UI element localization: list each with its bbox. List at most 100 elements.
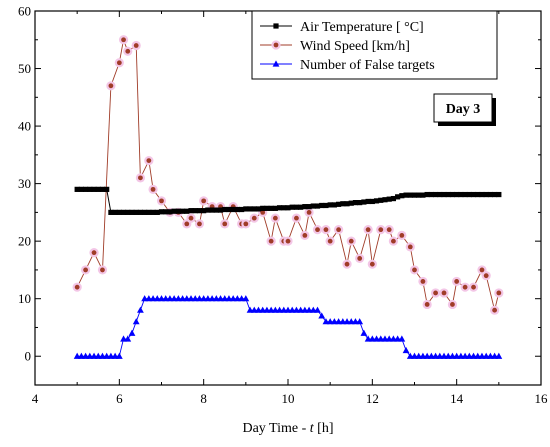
data-point: [192, 208, 198, 214]
data-point: [150, 209, 156, 215]
data-point: [386, 227, 392, 233]
data-point: [124, 335, 132, 342]
legend-marker: [272, 60, 280, 67]
data-point: [234, 206, 240, 213]
data-point: [483, 191, 489, 198]
day-annotation: Day 3: [433, 93, 496, 126]
data-point: [437, 191, 443, 198]
data-point: [154, 209, 160, 215]
data-point: [285, 238, 291, 244]
data-point: [361, 199, 367, 205]
data-point: [251, 206, 257, 212]
x-tick-label: 16: [535, 391, 549, 406]
data-point: [318, 312, 326, 319]
data-point: [441, 290, 447, 296]
series-2: [73, 295, 503, 359]
data-point: [175, 208, 181, 214]
data-point: [188, 208, 194, 214]
data-point: [407, 244, 413, 250]
data-point: [432, 191, 439, 198]
data-point: [323, 227, 329, 233]
data-point: [391, 238, 396, 244]
y-tick-label: 60: [18, 4, 31, 19]
data-point: [121, 37, 126, 43]
data-point: [314, 203, 321, 209]
data-point: [306, 209, 312, 215]
data-point: [458, 191, 464, 198]
data-point: [373, 198, 380, 204]
data-point: [323, 202, 329, 209]
data-point: [479, 267, 485, 273]
data-point: [356, 318, 364, 325]
data-point: [115, 352, 123, 359]
data-point: [348, 238, 354, 244]
series-1: [72, 35, 504, 315]
data-point: [492, 191, 498, 198]
x-tick-label: 10: [282, 391, 295, 406]
data-point: [129, 209, 135, 215]
data-point: [314, 306, 321, 313]
legend-marker: [273, 42, 279, 48]
data-point: [310, 203, 316, 209]
data-point: [365, 227, 371, 233]
data-point: [78, 186, 84, 192]
data-point: [293, 204, 300, 210]
data-point: [352, 200, 359, 206]
data-point: [360, 329, 368, 336]
data-point: [441, 191, 447, 198]
data-point: [340, 201, 346, 207]
data-point: [167, 209, 173, 215]
data-point: [276, 205, 283, 211]
data-point: [213, 207, 219, 213]
x-tick-label: 14: [450, 391, 464, 406]
data-point: [289, 204, 295, 210]
data-point: [378, 197, 384, 203]
data-point: [386, 196, 392, 202]
axis-layer: 4 6 8 10 12 14 16 0 10 20 30 40 50 60: [18, 4, 548, 407]
data-point: [188, 215, 194, 221]
data-point: [99, 186, 106, 192]
data-point: [74, 186, 80, 192]
data-point: [475, 191, 481, 198]
data-point: [242, 295, 250, 302]
data-point: [403, 192, 409, 198]
data-point: [294, 215, 299, 221]
data-point: [272, 215, 278, 221]
data-point: [74, 284, 80, 290]
data-point: [433, 290, 438, 296]
data-point: [268, 238, 274, 244]
data-point: [331, 202, 337, 208]
data-point: [420, 192, 426, 198]
data-point: [470, 191, 477, 198]
data-point: [95, 186, 101, 192]
data-point: [369, 261, 375, 267]
data-point: [137, 209, 144, 215]
y-tick-label: 30: [18, 176, 31, 191]
data-point: [306, 204, 312, 210]
legend-label: Number of False targets: [300, 58, 435, 73]
data-point: [462, 284, 468, 290]
data-point: [201, 208, 207, 214]
data-point: [319, 202, 325, 209]
data-point: [138, 175, 143, 181]
data-point: [230, 206, 236, 213]
data-point: [285, 205, 291, 211]
data-point: [197, 221, 202, 227]
data-point: [158, 209, 165, 215]
data-point: [450, 302, 455, 307]
x-tick-label: 6: [116, 391, 123, 406]
data-point: [336, 201, 342, 207]
data-point: [222, 206, 228, 213]
data-point: [247, 206, 253, 212]
data-point: [357, 200, 363, 206]
data-point: [315, 227, 320, 233]
data-point: [454, 279, 460, 284]
y-tick-label: 10: [18, 291, 31, 306]
data-point: [179, 208, 186, 214]
data-point: [327, 238, 333, 244]
data-point: [120, 209, 127, 215]
data-point: [495, 352, 503, 359]
data-point: [142, 209, 148, 215]
data-point: [91, 186, 97, 192]
